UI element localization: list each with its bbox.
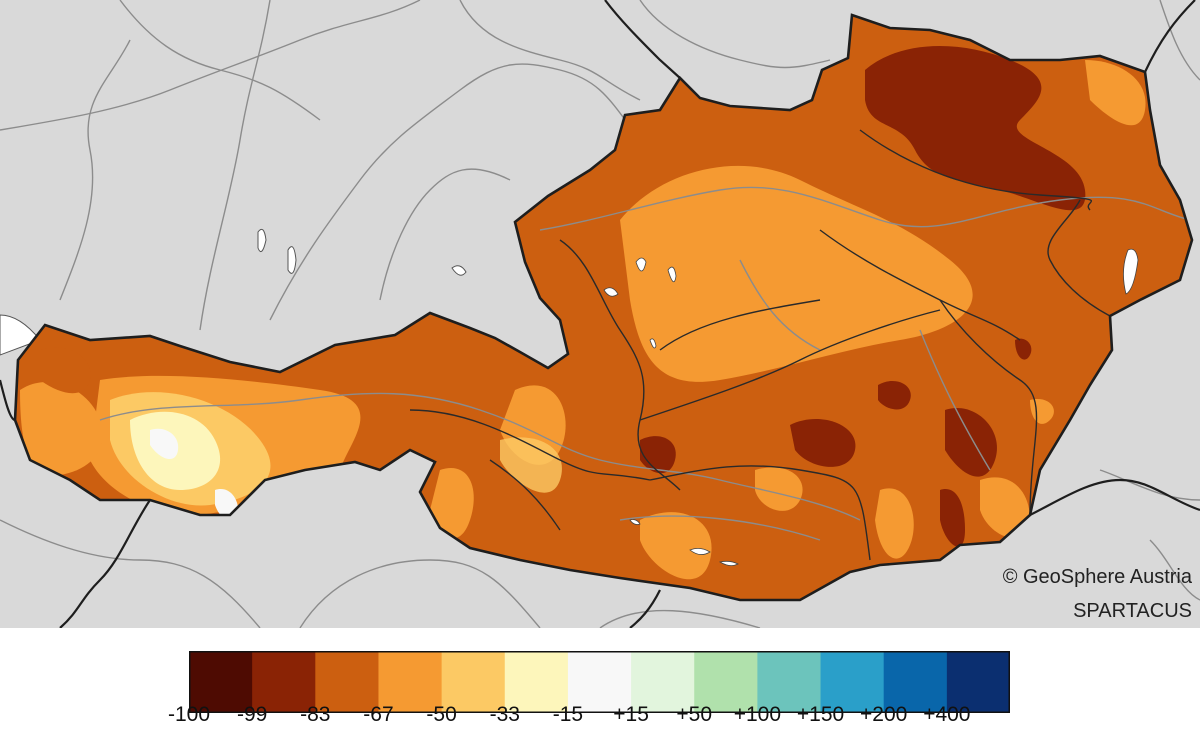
legend-tick-label: -67 <box>363 703 394 726</box>
legend-tick-label: +15 <box>613 703 649 726</box>
state-borders <box>409 129 1111 561</box>
legend-frame <box>189 651 1010 713</box>
legend-tick-label: +200 <box>860 703 908 726</box>
outer-rivers <box>0 0 1200 628</box>
legend-swatch-2 <box>315 651 379 713</box>
legend-swatch-1 <box>252 651 316 713</box>
legend-tick-label: -100 <box>167 703 211 726</box>
legend-tick-label: -15 <box>552 703 584 726</box>
legend-swatch-5 <box>504 651 569 713</box>
legend-tick-label: +400 <box>923 703 971 726</box>
credit-geosphere: © GeoSphere Austria <box>1002 566 1192 588</box>
legend-swatch-10 <box>820 651 885 713</box>
legend-swatch-3 <box>378 651 443 713</box>
inner-lakes <box>603 248 1139 566</box>
map-area: © GeoSphere Austria SPARTACUS <box>0 0 1200 628</box>
inner-rivers <box>99 186 1191 541</box>
legend-tick-label: -33 <box>489 703 520 726</box>
legend-tick-label: -83 <box>300 703 331 726</box>
outer-lakes <box>0 228 467 356</box>
legend-tick-label: -99 <box>236 703 268 726</box>
legend-tick-label: +150 <box>796 703 845 726</box>
legend-swatch-7 <box>631 651 695 713</box>
legend-swatch-9 <box>757 651 822 713</box>
austria-anomaly-field <box>15 15 1192 600</box>
legend-tick-label: +50 <box>676 703 713 726</box>
precipitation-anomaly-map <box>0 0 1200 628</box>
legend-swatch-4 <box>441 651 506 713</box>
credit-spartacus: SPARTACUS <box>1073 600 1192 622</box>
legend-tick-label: -50 <box>426 703 457 726</box>
legend-swatch-11 <box>883 651 948 713</box>
legend <box>0 628 1200 734</box>
legend-swatch-0 <box>189 651 253 713</box>
legend-swatch-6 <box>567 651 632 713</box>
legend-tick-label: +100 <box>733 703 782 726</box>
legend-swatch-8 <box>694 651 758 713</box>
legend-swatch-12 <box>946 651 1010 713</box>
legend-colorbar <box>189 651 1010 713</box>
